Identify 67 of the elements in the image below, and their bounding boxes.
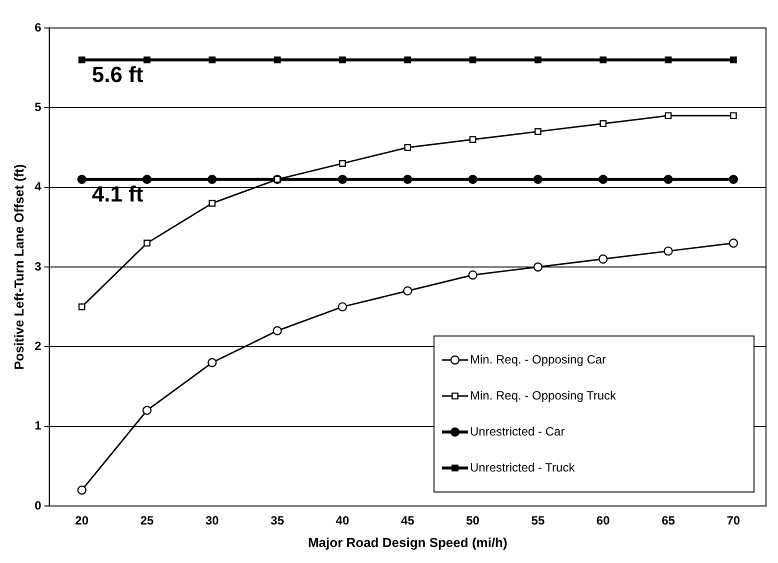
point [208, 200, 216, 207]
legend-label: Unrestricted - Car [470, 424, 565, 438]
point [533, 262, 543, 272]
point [78, 56, 86, 64]
point [598, 254, 608, 264]
x-tick-label: 60 [596, 514, 610, 528]
point [730, 56, 737, 64]
point [274, 56, 281, 64]
x-tick-label: 50 [466, 514, 480, 528]
point [469, 56, 476, 64]
point [339, 160, 346, 167]
y-tick-label: 3 [34, 259, 42, 274]
point [664, 56, 672, 64]
point [272, 326, 282, 336]
point [600, 56, 607, 64]
point [664, 246, 673, 256]
point [208, 174, 217, 184]
point [208, 358, 217, 368]
point [339, 56, 346, 64]
point [534, 128, 542, 135]
point [403, 174, 412, 184]
x-axis-title: Major Road Design Speed (mi/h) [308, 534, 508, 550]
y-tick-label: 1 [34, 418, 42, 433]
legend-label: Unrestricted - Truck [470, 460, 576, 474]
point [533, 174, 543, 184]
x-tick-label: 40 [336, 514, 350, 528]
x-tick-label: 45 [400, 514, 415, 528]
annotation: 5.6 ft [92, 62, 144, 87]
y-tick-label: 0 [34, 498, 42, 512]
y-tick-label: 5 [34, 100, 42, 114]
point [728, 174, 738, 184]
y-tick-label: 2 [34, 338, 42, 353]
point [77, 174, 86, 184]
point [534, 56, 542, 64]
point [664, 112, 672, 120]
x-tick-label: 65 [662, 514, 676, 528]
point [469, 136, 476, 143]
point [142, 174, 152, 184]
point [468, 174, 478, 184]
point [403, 286, 412, 296]
x-tick-label: 70 [726, 514, 740, 528]
legend-label: Min. Req. - Opposing Car [470, 352, 606, 366]
y-axis-title: Positive Left-Turn Lane Offset (ft) [11, 164, 26, 370]
point [77, 485, 86, 495]
point [730, 112, 737, 120]
x-tick-label: 20 [75, 514, 89, 528]
x-tick-label: 30 [205, 514, 220, 528]
point [338, 302, 348, 312]
y-tick-label: 4 [34, 180, 42, 194]
point [404, 144, 412, 151]
x-tick-label: 55 [531, 514, 545, 528]
point [144, 240, 150, 247]
point [468, 270, 478, 280]
x-tick-label: 25 [140, 514, 154, 528]
point [144, 56, 150, 64]
legend-label: Min. Req. - Opposing Truck [470, 388, 618, 402]
x-tick-label: 35 [270, 514, 284, 528]
y-tick-label: 6 [34, 20, 42, 34]
point [664, 174, 673, 184]
point [142, 406, 152, 415]
point [208, 56, 216, 64]
point [728, 238, 738, 248]
point [600, 120, 607, 128]
point [598, 174, 608, 184]
point [78, 303, 86, 310]
point [404, 56, 412, 64]
point [338, 174, 348, 184]
